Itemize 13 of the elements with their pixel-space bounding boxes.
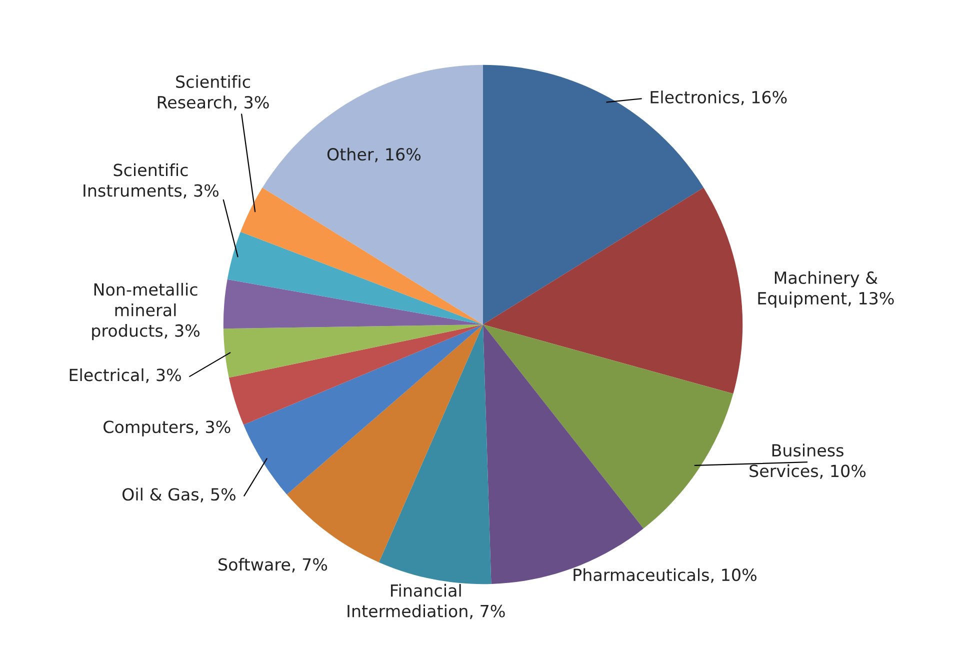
slice-label: Electronics, 16% bbox=[650, 90, 787, 106]
slice-label: Business Services, 10% bbox=[750, 444, 866, 479]
slice-label: Electrical, 3% bbox=[70, 368, 181, 383]
slice-label: Financial Intermediation, 7% bbox=[348, 584, 505, 620]
slice-label: Machinery & Equipment, 13% bbox=[758, 271, 894, 308]
slice-label: Scientific Research, 3% bbox=[158, 75, 269, 110]
slice-label: Oil & Gas, 5% bbox=[122, 488, 236, 502]
slice-label: Scientific Instruments, 3% bbox=[84, 163, 219, 199]
slice-label: Pharmaceuticals, 10% bbox=[574, 568, 756, 583]
slice-label: Computers, 3% bbox=[104, 420, 230, 436]
slice-label: Non-metallic mineral products, 3% bbox=[92, 282, 200, 340]
slice-label: Software, 7% bbox=[218, 558, 328, 572]
slice-label: Other, 16% bbox=[327, 148, 421, 162]
